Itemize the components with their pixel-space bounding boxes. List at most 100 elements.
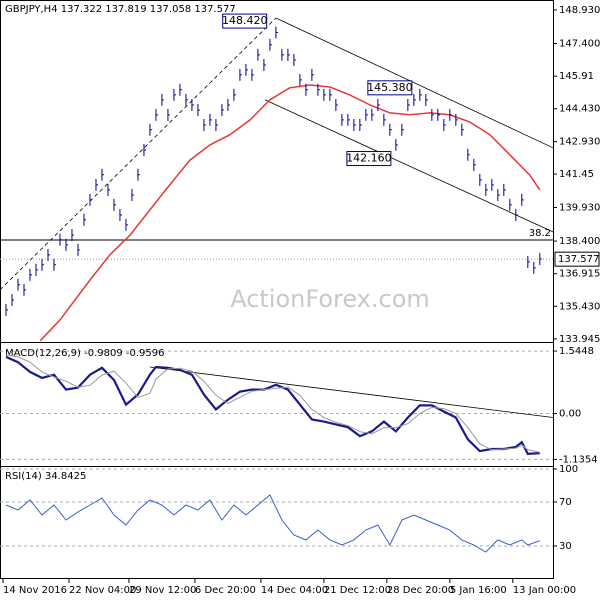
- y-tick-label: 148.930: [559, 5, 600, 16]
- last-price-box: [554, 251, 600, 267]
- price-bar: [425, 93, 428, 106]
- price-bar: [485, 183, 488, 196]
- y-tick-label: 100: [559, 464, 578, 475]
- price-bar: [407, 98, 410, 111]
- price-bar: [461, 123, 464, 136]
- y-tick-label: 142.930: [559, 137, 600, 148]
- y-tick-label: 145.91: [559, 71, 594, 82]
- price-bar: [221, 104, 224, 117]
- price-bar: [239, 68, 242, 81]
- price-bar: [371, 108, 374, 121]
- price-bar: [65, 238, 68, 251]
- indicator-line: [5, 494, 540, 553]
- x-tick-label: 5 Jan 16:00: [450, 585, 507, 596]
- panel-title: MACD(12,26,9) -0.9809 -0.9596: [5, 348, 165, 359]
- x-tick-label: 28 Dec 20:00: [387, 585, 454, 596]
- price-bar: [143, 143, 146, 156]
- price-bar: [233, 88, 236, 101]
- y-tick-label: 141.45: [559, 169, 594, 180]
- price-bar: [179, 83, 182, 96]
- indicator-line: [5, 354, 540, 453]
- price-bar: [167, 108, 170, 121]
- price-bar: [209, 113, 212, 126]
- price-bar: [305, 83, 308, 96]
- price-bar: [83, 213, 86, 226]
- price-bar: [119, 208, 122, 221]
- price-bar: [389, 123, 392, 136]
- price-bar: [419, 88, 422, 101]
- indicator-line: [5, 355, 540, 456]
- price-bar: [335, 98, 338, 111]
- price-bar: [365, 108, 368, 121]
- price-bar: [383, 113, 386, 126]
- y-tick-label: 1.5448: [559, 346, 594, 357]
- price-bar: [527, 255, 530, 268]
- price-bar: [281, 48, 284, 61]
- price-bar: [161, 93, 164, 106]
- x-tick-label: 22 Nov 04:00: [69, 585, 136, 596]
- y-tick-label: 30: [559, 541, 572, 552]
- price-bar: [299, 73, 302, 86]
- price-bar: [107, 183, 110, 196]
- price-bar: [449, 108, 452, 121]
- annotation-box: [346, 151, 392, 167]
- x-tick-label: 14 Nov 2016: [3, 585, 67, 596]
- price-bar: [197, 104, 200, 117]
- y-tick-label: -1.1354: [559, 454, 598, 465]
- price-bar: [89, 193, 92, 206]
- x-tick-label: 29 Nov 12:00: [129, 585, 196, 596]
- price-bar: [317, 83, 320, 96]
- annotation-label: 142.160: [346, 152, 392, 165]
- price-bar: [395, 138, 398, 151]
- trendline: [0, 17, 277, 291]
- price-bar: [341, 113, 344, 126]
- price-bar: [347, 113, 350, 126]
- price-bar: [131, 188, 134, 201]
- price-bar: [467, 148, 470, 161]
- y-tick-label: 147.400: [559, 38, 600, 49]
- trendline: [149, 366, 554, 418]
- price-bar: [11, 293, 14, 306]
- price-bar: [17, 278, 20, 291]
- trendline: [275, 17, 554, 149]
- price-bar: [497, 188, 500, 201]
- price-bar: [473, 158, 476, 171]
- last-price-label: 137.577: [558, 254, 599, 265]
- price-bar: [227, 98, 230, 111]
- price-bar: [431, 108, 434, 121]
- y-tick-label: 133.945: [559, 334, 600, 345]
- price-bar: [539, 253, 542, 266]
- price-bar: [479, 173, 482, 186]
- price-bar: [149, 123, 152, 136]
- price-bar: [515, 208, 518, 221]
- price-bar: [533, 261, 536, 274]
- price-bar: [215, 118, 218, 131]
- y-tick-label: 0.00: [559, 408, 581, 419]
- price-bar: [203, 118, 206, 131]
- price-bar: [191, 98, 194, 111]
- price-bar: [491, 178, 494, 191]
- y-tick-label: 138.400: [559, 236, 600, 247]
- price-bar: [413, 93, 416, 106]
- price-bar: [287, 48, 290, 61]
- price-bar: [257, 48, 260, 61]
- x-tick-label: 21 Dec 12:00: [324, 585, 391, 596]
- y-tick-label: 139.930: [559, 202, 600, 213]
- price-bar: [53, 258, 56, 271]
- price-bar: [101, 168, 104, 181]
- panel-title: GBPJPY,H4 137.322 137.819 137.058 137.57…: [5, 4, 236, 15]
- frame: [0, 0, 554, 579]
- price-bar: [137, 168, 140, 181]
- moving-average: [39, 84, 541, 342]
- price-bar: [311, 68, 314, 81]
- price-bar: [35, 263, 38, 276]
- price-bar: [359, 118, 362, 131]
- annotation-label: 145.380: [367, 81, 413, 94]
- price-bar: [77, 243, 80, 256]
- trendline: [264, 99, 554, 233]
- price-bar: [293, 53, 296, 66]
- price-bar: [269, 38, 272, 51]
- panel-title: RSI(14) 34.8425: [5, 471, 86, 482]
- price-bar: [521, 193, 524, 206]
